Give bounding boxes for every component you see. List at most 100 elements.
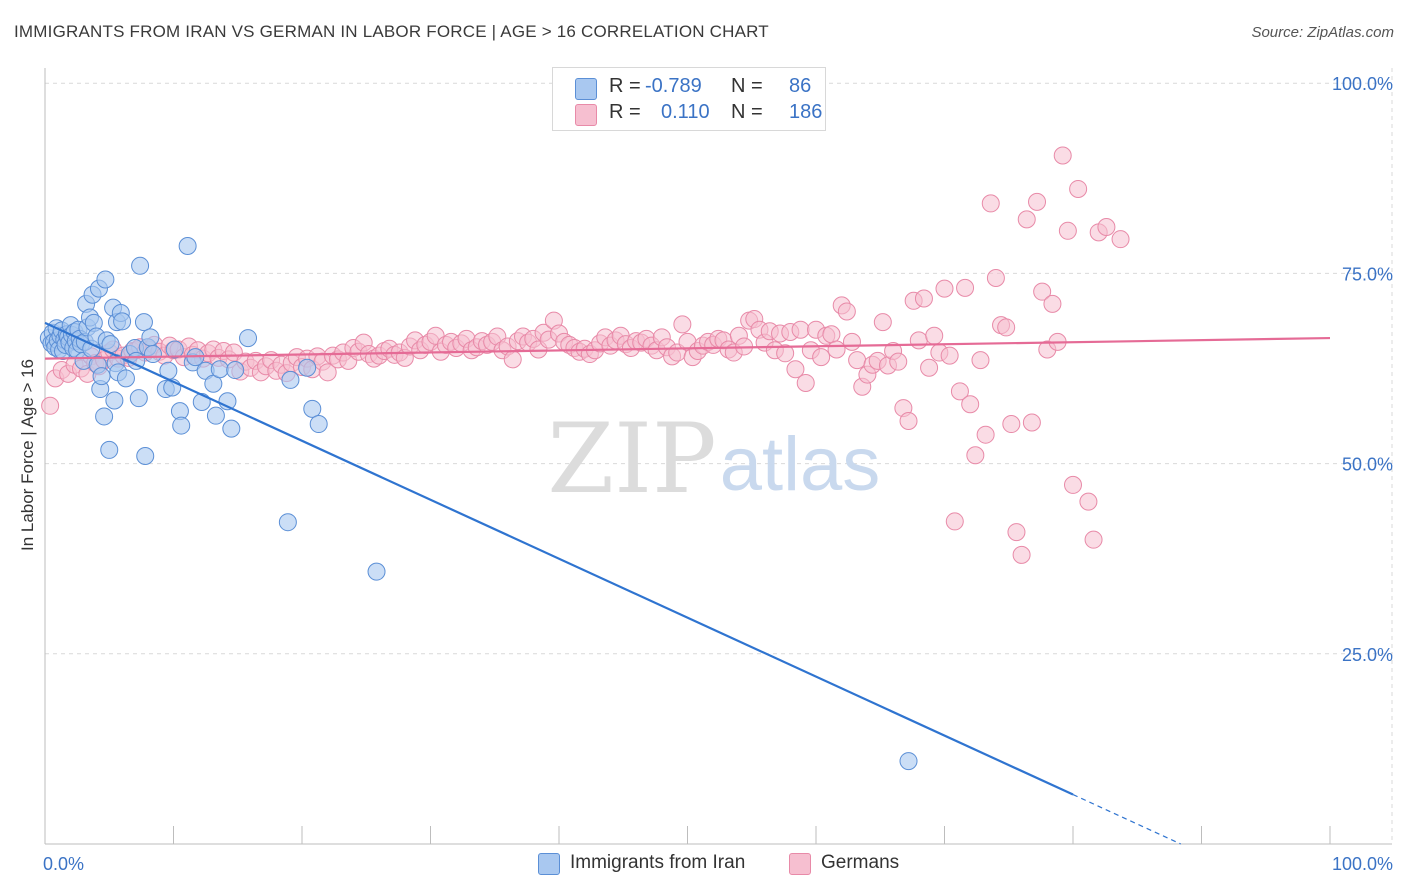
iran-point bbox=[113, 312, 132, 331]
iran-point bbox=[134, 313, 153, 332]
grid-lines bbox=[45, 68, 1393, 844]
watermark-atlas: atlas bbox=[720, 422, 881, 507]
iran-point bbox=[165, 340, 184, 359]
iran-point bbox=[298, 358, 317, 377]
correlation-legend: R = -0.789 N = 86 R = 0.110 N = 186 bbox=[552, 67, 826, 131]
germans-point bbox=[997, 318, 1016, 337]
germans-point bbox=[1053, 146, 1072, 165]
watermark-zip: ZIP bbox=[547, 403, 716, 515]
germans-point bbox=[961, 395, 980, 414]
germans-point bbox=[1007, 523, 1026, 542]
iran-point bbox=[239, 329, 258, 348]
iran-point bbox=[278, 513, 297, 532]
y-tick-label: 50.0% bbox=[1342, 455, 1393, 475]
iran-point bbox=[206, 406, 225, 425]
germans-point bbox=[1111, 230, 1130, 249]
germans-point bbox=[976, 425, 995, 444]
germans-trend-line bbox=[44, 336, 1331, 360]
iran-point bbox=[222, 419, 241, 438]
germans-point bbox=[899, 412, 918, 431]
germans-point bbox=[945, 512, 964, 531]
iran-point bbox=[899, 752, 918, 771]
iran-point bbox=[96, 270, 115, 289]
germans-point bbox=[940, 346, 959, 365]
germans-point bbox=[822, 325, 841, 344]
iran-point bbox=[95, 407, 114, 426]
iran-point bbox=[172, 416, 191, 435]
germans-point bbox=[1064, 475, 1082, 494]
x-tick-label-max: 100.0% bbox=[1332, 854, 1393, 874]
y-tick-label: 25.0% bbox=[1342, 645, 1393, 665]
legend-label-germans: Germans bbox=[821, 852, 900, 873]
germans-point bbox=[1069, 179, 1088, 198]
axes bbox=[44, 68, 1392, 845]
germans-point bbox=[41, 396, 60, 415]
germans-point bbox=[503, 350, 522, 369]
germans-point bbox=[1028, 192, 1047, 211]
iran-trend-line bbox=[44, 321, 1074, 796]
germans-point bbox=[1002, 415, 1021, 434]
germans-point bbox=[920, 358, 939, 377]
germans-point bbox=[837, 302, 856, 321]
iran-point bbox=[210, 360, 229, 379]
germans-point bbox=[318, 363, 337, 382]
germans-point bbox=[673, 315, 692, 334]
iran-point bbox=[136, 447, 155, 465]
germans-point bbox=[842, 332, 861, 351]
legend-n-value: 186 bbox=[789, 101, 823, 123]
germans-point bbox=[1058, 221, 1077, 240]
iran-point bbox=[367, 562, 386, 581]
germans-point bbox=[966, 446, 985, 465]
germans-point bbox=[909, 331, 928, 350]
legend-r-label: R = bbox=[609, 101, 641, 123]
iran-point bbox=[309, 415, 328, 434]
germans-point bbox=[1033, 282, 1052, 301]
legend-label-iran: Immigrants from Iran bbox=[570, 852, 746, 873]
x-tick-label-min: 0.0% bbox=[43, 854, 84, 874]
germans-point bbox=[956, 278, 975, 297]
germans-point bbox=[971, 351, 990, 370]
germans-point bbox=[986, 268, 1005, 287]
iran-point bbox=[192, 392, 211, 411]
germans-point bbox=[950, 382, 969, 401]
germans-point bbox=[827, 340, 846, 359]
germans-point bbox=[1012, 545, 1031, 564]
germans-point bbox=[812, 348, 831, 367]
iran-point bbox=[129, 389, 148, 408]
germans-point bbox=[925, 326, 944, 345]
germans-point bbox=[1043, 294, 1062, 313]
legend-n-label: N = bbox=[731, 101, 763, 123]
tick-labels: 25.0% 50.0% 75.0% 100.0% 0.0% 100.0% bbox=[43, 74, 1393, 874]
legend-r-value: -0.789 bbox=[645, 75, 702, 97]
germans-point bbox=[914, 289, 933, 308]
iran-point bbox=[281, 370, 300, 389]
iran-point bbox=[105, 391, 124, 410]
legend-n-value: 86 bbox=[789, 75, 812, 97]
germans-point bbox=[791, 320, 810, 339]
legend-swatch-pink bbox=[575, 104, 597, 126]
iran-trend-extension bbox=[1072, 794, 1182, 845]
watermark: ZIP atlas bbox=[547, 403, 880, 515]
iran-point bbox=[303, 399, 322, 418]
legend-r-label: R = bbox=[609, 75, 641, 97]
legend-swatch-pink bbox=[789, 853, 811, 875]
legend-n-label: N = bbox=[731, 75, 763, 97]
y-tick-label: 100.0% bbox=[1332, 74, 1393, 94]
iran-point bbox=[100, 440, 119, 459]
germans-point bbox=[1022, 413, 1041, 432]
source-label: Source: ZipAtlas.com bbox=[1251, 24, 1394, 41]
germans-point bbox=[848, 351, 867, 370]
germans-point bbox=[776, 344, 795, 363]
y-tick-label: 75.0% bbox=[1342, 264, 1393, 284]
germans-point bbox=[981, 194, 1000, 213]
iran-point bbox=[131, 256, 150, 275]
iran-point bbox=[226, 361, 245, 380]
germans-point bbox=[1084, 530, 1103, 549]
chart-title: IMMIGRANTS FROM IRAN VS GERMAN IN LABOR … bbox=[14, 22, 769, 41]
legend-r-value: 0.110 bbox=[661, 101, 710, 123]
iran-point bbox=[92, 367, 111, 386]
legend-swatch-blue bbox=[538, 853, 560, 875]
iran-point bbox=[141, 328, 160, 347]
germans-point bbox=[1079, 492, 1098, 511]
